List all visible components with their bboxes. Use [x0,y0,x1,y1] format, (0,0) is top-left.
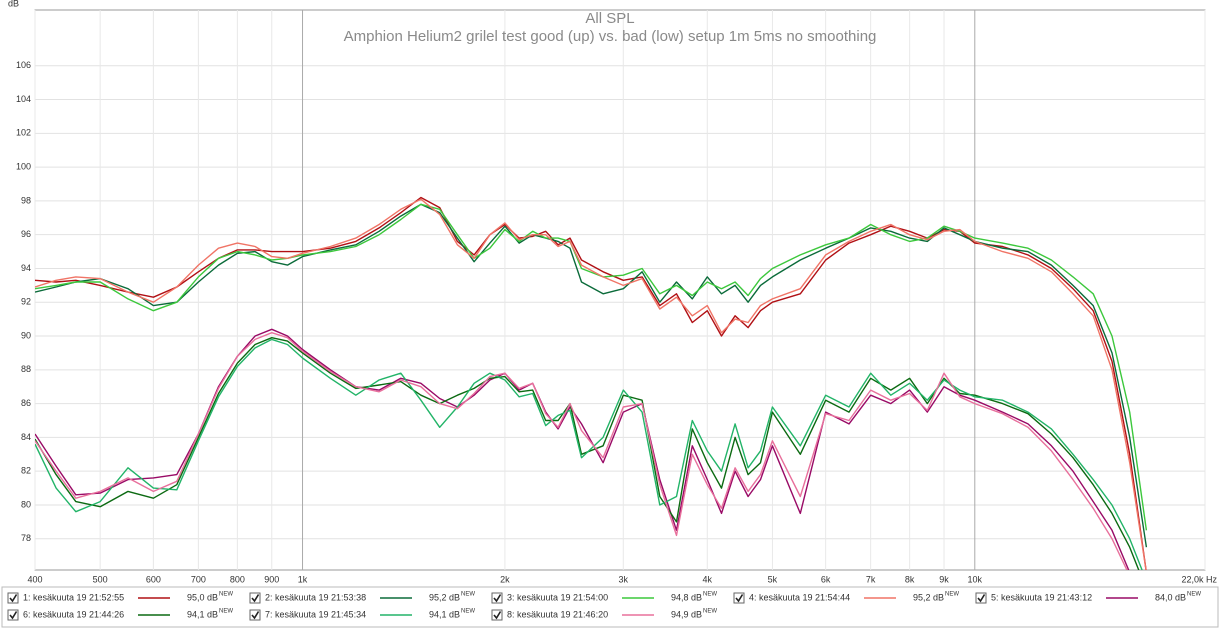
x-tick-label: 10k [968,574,983,584]
y-tick-label: 94 [21,263,31,273]
legend-tag: NEW [945,592,959,598]
legend-tag: NEW [461,609,475,615]
legend-checkmark [493,611,502,620]
legend-tag: NEW [219,609,233,615]
legend-tag: NEW [219,592,233,598]
x-tick-label: 4k [703,574,713,584]
legend-checkbox[interactable] [733,592,745,604]
legend-checkbox[interactable] [491,609,503,621]
x-tick-label: 3k [619,574,629,584]
series-line [35,337,1140,570]
legend-label: 1: kesäkuuta 19 21:52:55 [23,592,124,602]
legend-tag: NEW [703,592,717,598]
x-tick-label: 900 [264,574,279,584]
legend-checkbox[interactable] [7,609,19,621]
grid [34,10,1206,570]
lines [35,196,1148,570]
series-line [35,332,1128,570]
legend-label: 7: kesäkuuta 19 21:45:34 [265,609,366,619]
legend-checkmark [251,594,260,603]
legend-checkmark [977,594,986,603]
legend-label: 3: kesäkuuta 19 21:54:00 [507,592,608,602]
series-line [35,203,1148,531]
series-line [35,198,1147,570]
x-tick-label: 500 [93,574,108,584]
y-tick-label: 86 [21,398,31,408]
legend-checkbox[interactable] [7,592,19,604]
series-line [35,196,1147,570]
legend-tag: NEW [703,609,717,615]
y-tick-label: 88 [21,364,31,374]
legend-label: 4: kesäkuuta 19 21:54:44 [749,592,850,602]
legend-tag: NEW [461,592,475,598]
y-tick-label: 96 [21,229,31,239]
y-tick-label: 78 [21,533,31,543]
legend-checkmark [251,611,260,620]
legend-level: 84,0 dB [1155,592,1186,602]
chart-title: All SPL [585,10,634,27]
legend-label: 5: kesäkuuta 19 21:43:12 [991,592,1092,602]
legend-label: 6: kesäkuuta 19 21:44:26 [23,609,124,619]
x-tick-label: 2k [500,574,510,584]
y-tick-label: 80 [21,499,31,509]
x-tick-label: 7k [866,574,876,584]
y-tick-label: 82 [21,466,31,476]
y-tick-label: 106 [16,60,31,70]
x-tick-label: 700 [191,574,206,584]
legend-level: 95,2 dB [913,592,944,602]
legend-level: 94,8 dB [671,592,702,602]
x-tick-label: 8k [905,574,915,584]
legend-label: 2: kesäkuuta 19 21:53:38 [265,592,366,602]
legend-level: 94,9 dB [671,609,702,619]
y-tick-label: 90 [21,330,31,340]
legend-level: 94,1 dB [429,609,460,619]
series-line [35,338,1143,570]
series-line [35,203,1148,548]
legend-checkbox[interactable] [249,609,261,621]
x-tick-label: 5k [768,574,778,584]
legend-checkmark [9,594,18,603]
legend-checkbox[interactable] [249,592,261,604]
y-axis-label: dB [8,0,19,8]
y-tick-label: 84 [21,432,31,442]
x-tick-label: 1k [298,574,308,584]
x-tick-label: 6k [821,574,831,584]
legend-checkmark [493,594,502,603]
y-tick-label: 102 [16,128,31,138]
legend-tag: NEW [1187,592,1201,598]
x-tick-label: 22,0k Hz [1181,574,1217,584]
y-tick-label: 92 [21,297,31,307]
y-tick-label: 100 [16,161,31,171]
y-tick-label: 104 [16,94,31,104]
y-tick-label: 98 [21,195,31,205]
x-tick-label: 400 [27,574,42,584]
legend-level: 95,0 dB [187,592,218,602]
legend-checkmark [735,594,744,603]
legend-checkmark [9,611,18,620]
legend-label: 8: kesäkuuta 19 21:46:20 [507,609,608,619]
legend-level: 94,1 dB [187,609,218,619]
legend-items: 1: kesäkuuta 19 21:52:55 95,0 dB NEW 2: kes… [7,592,1201,621]
x-tick-label: 9k [939,574,949,584]
chart-subtitle: Amphion Helium2 grilel test good (up) vs… [344,28,877,45]
legend [1,586,1219,628]
legend-checkbox[interactable] [491,592,503,604]
x-tick-label: 600 [146,574,161,584]
x-tick-label: 800 [230,574,245,584]
legend-checkbox[interactable] [975,592,987,604]
legend-level: 95,2 dB [429,592,460,602]
